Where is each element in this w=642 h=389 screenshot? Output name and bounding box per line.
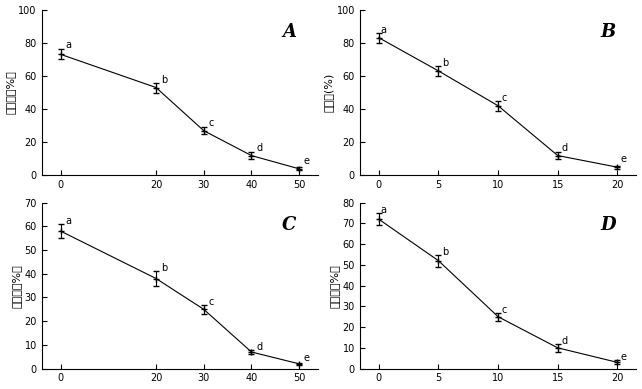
Text: a: a bbox=[380, 25, 386, 35]
Text: e: e bbox=[621, 154, 627, 164]
Text: B: B bbox=[600, 23, 616, 41]
Text: a: a bbox=[380, 205, 386, 215]
Text: e: e bbox=[304, 354, 310, 363]
Y-axis label: 存活率(%): 存活率(%) bbox=[324, 73, 334, 112]
Text: c: c bbox=[209, 296, 214, 307]
Text: b: b bbox=[442, 58, 448, 68]
Text: A: A bbox=[282, 23, 296, 41]
Text: b: b bbox=[160, 75, 167, 84]
Text: b: b bbox=[160, 263, 167, 273]
Y-axis label: 存活率（%）: 存活率（%） bbox=[330, 264, 340, 307]
Text: a: a bbox=[65, 40, 71, 50]
Text: C: C bbox=[282, 216, 297, 234]
Text: D: D bbox=[600, 216, 616, 234]
Text: e: e bbox=[621, 352, 627, 362]
Text: d: d bbox=[256, 342, 263, 352]
Text: b: b bbox=[442, 247, 448, 256]
Text: e: e bbox=[304, 156, 310, 166]
Text: d: d bbox=[561, 143, 568, 152]
Text: c: c bbox=[501, 93, 507, 103]
Text: d: d bbox=[561, 336, 568, 346]
Text: a: a bbox=[65, 216, 71, 226]
Text: c: c bbox=[209, 118, 214, 128]
Text: c: c bbox=[501, 305, 507, 315]
Y-axis label: 成苗率（%）: 成苗率（%） bbox=[12, 264, 22, 307]
Y-axis label: 成苗率（%）: 成苗率（%） bbox=[6, 71, 15, 114]
Text: d: d bbox=[256, 143, 263, 152]
